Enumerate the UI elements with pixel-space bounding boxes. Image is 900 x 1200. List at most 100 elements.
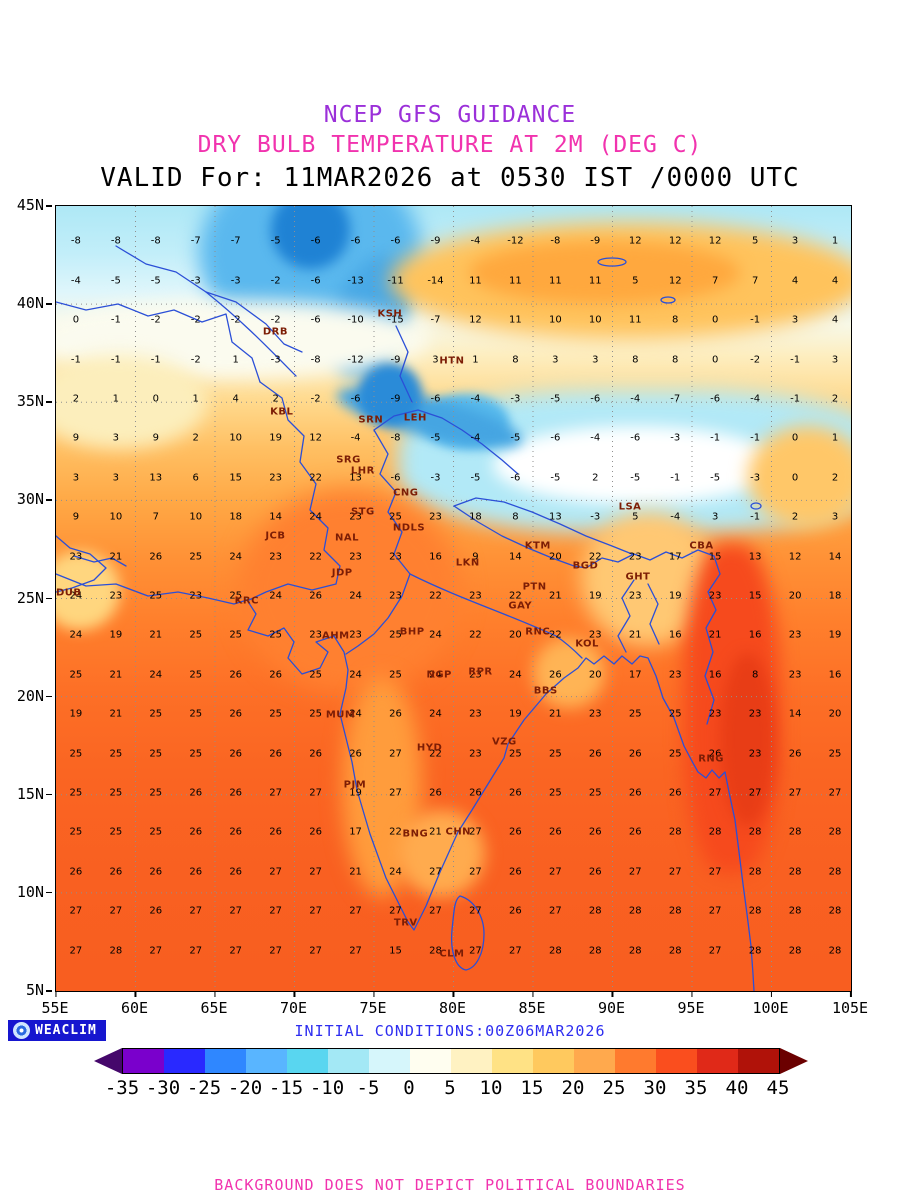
y-tick-label: 30N [16,490,53,509]
grid-value: 23 [588,629,602,641]
grid-value: -1 [70,354,81,366]
grid-value: 24 [389,866,402,878]
grid-value: 21 [349,866,362,878]
grid-value: 26 [509,905,522,917]
grid-value: 23 [788,669,802,681]
x-tick-label: 55E [41,991,69,1017]
grid-value: 25 [668,708,682,720]
grid-value: 16 [708,669,722,681]
grid-value: 28 [748,826,762,838]
colorbar-tick-label: -15 [268,1077,304,1099]
logo-ring-icon [13,1022,30,1039]
grid-value: 23 [109,590,123,602]
grid-value: 25 [668,748,682,760]
map-lines-layer [56,206,851,991]
weaclim-logo: WEACLIM [8,1020,106,1041]
grid-value: 26 [588,866,602,878]
grid-value: 25 [109,826,123,838]
grid-value: -6 [630,432,641,444]
grid-value: 24 [349,590,362,602]
grid-value: 7 [152,511,159,523]
grid-value: 23 [668,669,682,681]
colorbar-tick-label: -30 [145,1077,181,1099]
grid-value: 25 [389,511,402,523]
grid-value: 23 [469,669,482,681]
grid-value: 25 [149,590,163,602]
grid-value: 27 [668,866,682,878]
grid-value: 28 [748,945,762,957]
station-label: RPR [468,666,493,677]
grid-value: -3 [750,472,761,484]
grid-value: -15 [387,314,404,326]
station-label: KOL [575,638,599,650]
colorbar-tick-label: 0 [403,1077,415,1099]
grid-value: 23 [788,629,802,641]
grid-value: 8 [672,314,679,326]
colorbar-segment [574,1049,615,1073]
grid-value: -8 [110,235,121,247]
colorbar-tick-label: 15 [520,1077,544,1099]
grid-value: 27 [708,866,722,878]
grid-value: -6 [310,314,321,326]
grid-value: 25 [189,629,203,641]
station-label: RNG [698,753,724,765]
grid-value: 27 [708,787,722,799]
grid-value: 24 [229,551,243,563]
station-label: JCB [265,530,286,542]
grid-value: 25 [309,669,322,681]
grid-value: 1 [192,393,199,405]
grid-value: 28 [429,945,442,957]
station-label: BNG [402,828,429,840]
y-tick-label: 25N [16,588,53,607]
grid-value: -9 [590,235,601,247]
grid-value: 1 [831,235,839,247]
station-label: NAL [334,532,359,544]
grid-value: 28 [109,945,123,957]
colorbar-tick-label: 25 [602,1077,626,1099]
grid-value: 24 [349,708,362,720]
grid-value: 12 [628,235,642,247]
station-label: BBS [533,685,558,697]
grid-value: -14 [427,275,444,287]
grid-value: 3 [831,511,839,523]
grid-value: 27 [229,905,243,917]
colorbar-segment [451,1049,492,1073]
grid-value: 27 [269,787,283,799]
grid-value: 26 [229,866,243,878]
grid-value: 23 [748,708,762,720]
colorbar-segment [615,1049,656,1073]
x-tick-label: 95E [677,991,705,1017]
grid-value: -3 [190,275,201,287]
grid-value: 27 [69,945,83,957]
coastlines-and-borders [56,245,762,991]
grid-value: 23 [429,511,442,523]
station-label: STG [350,506,375,518]
grid-value: 0 [152,393,159,405]
station-label: HYD [416,742,443,754]
grid-value: 15 [389,945,402,957]
cold-region [270,206,351,269]
station-label: CBA [689,540,714,552]
grid-value: 27 [429,905,442,917]
colorbar-tick-label: 30 [643,1077,667,1099]
grid-value: 3 [592,354,599,366]
grid-value: 28 [668,905,682,917]
grid-value: -3 [270,354,281,366]
grid-value: 27 [349,905,362,917]
grid-value: 27 [828,787,842,799]
grid-value: 4 [791,275,799,287]
grid-value: 27 [389,787,402,799]
grid-value: 27 [628,866,642,878]
grid-value: 12 [668,275,682,287]
grid-value: 20 [548,551,562,563]
grid-value: 24 [269,590,283,602]
grid-value: -9 [390,354,401,366]
grid-value: 4 [232,393,239,405]
warm-region [469,241,740,305]
grid-value: 21 [109,551,123,563]
grid-value: -5 [710,472,721,484]
grid-value: 23 [389,551,402,563]
grid-value: 0 [791,432,799,444]
grid-value: 22 [548,629,562,641]
grid-value: 23 [628,551,642,563]
